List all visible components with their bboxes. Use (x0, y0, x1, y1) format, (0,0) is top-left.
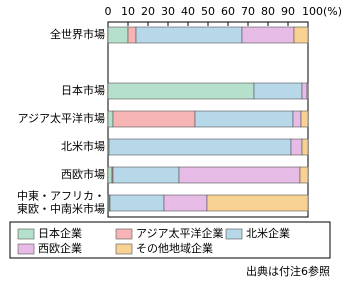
bar-segment (112, 166, 180, 184)
x-tick-label: 10 (121, 5, 135, 18)
bar-segment (253, 82, 303, 100)
legend-label: 北米企業 (246, 226, 290, 240)
x-tick-label: 20 (141, 5, 155, 18)
x-tick-label: 90 (281, 5, 295, 18)
x-tick-label: 0 (105, 5, 112, 18)
legend-label: 西欧企業 (38, 241, 82, 255)
bar-segment (135, 26, 243, 44)
x-tick-label: 60 (221, 5, 235, 18)
bar-segment (301, 138, 309, 156)
y-tick-label: 日本市場 (61, 83, 105, 97)
legend-swatch (17, 228, 35, 240)
legend-label: その他地域企業 (136, 241, 213, 255)
bar-segment (306, 82, 309, 100)
bar-segment (241, 26, 295, 44)
bar-segment (299, 166, 309, 184)
bar-segment (290, 138, 303, 156)
bar-segment (300, 110, 309, 128)
bar-segment (178, 166, 301, 184)
source-note: 出典は付注6参照 (246, 264, 330, 278)
legend-swatch (115, 243, 133, 255)
x-tick-label: 50 (201, 5, 215, 18)
bar-segment (163, 194, 208, 212)
legend-frame (9, 221, 331, 259)
y-tick-label: 西欧市場 (61, 167, 105, 181)
bar-segment (107, 82, 255, 100)
x-tick-label: 70 (241, 5, 255, 18)
bar-segment (107, 110, 114, 128)
bar-segment (109, 194, 165, 212)
bar-segment (127, 26, 137, 44)
bar-segment (108, 138, 292, 156)
x-tick-label: 80 (261, 5, 275, 18)
x-tick-label: 40 (181, 5, 195, 18)
bar-segment (112, 110, 196, 128)
bar-segment (293, 26, 309, 44)
bar-segment (206, 194, 309, 212)
legend-swatch (225, 228, 243, 240)
legend-label: アジア太平洋企業 (136, 226, 224, 240)
bar-segment (107, 26, 129, 44)
y-tick-label: アジア太平洋市場 (17, 111, 105, 125)
legend-swatch (115, 228, 133, 240)
bar-segment (292, 110, 302, 128)
y-tick-label: 全世界市場 (50, 27, 105, 41)
x-tick-label: 30 (161, 5, 175, 18)
legend-swatch (17, 243, 35, 255)
bar-segment (194, 110, 294, 128)
bar-segment (301, 82, 308, 100)
y-tick-label: 中東・アフリカ・東欧・中南米市場 (17, 190, 105, 216)
x-tick-label: 100(%) (302, 5, 342, 18)
y-tick-label: 北米市場 (61, 139, 105, 153)
bar-segment (107, 166, 113, 184)
legend-label: 日本企業 (38, 226, 82, 240)
